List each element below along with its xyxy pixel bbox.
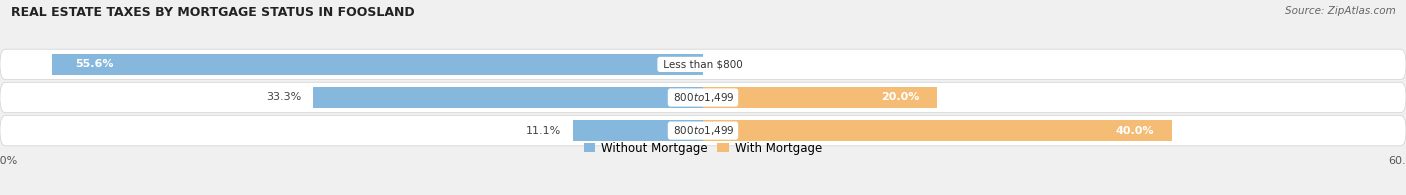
Text: REAL ESTATE TAXES BY MORTGAGE STATUS IN FOOSLAND: REAL ESTATE TAXES BY MORTGAGE STATUS IN …	[11, 6, 415, 19]
Bar	[314, 87, 703, 108]
Bar	[703, 87, 938, 108]
Text: 0.0%: 0.0%	[714, 59, 742, 69]
Text: $800 to $1,499: $800 to $1,499	[671, 124, 735, 137]
Text: 33.3%: 33.3%	[266, 92, 301, 103]
FancyBboxPatch shape	[0, 49, 1406, 80]
Text: 20.0%: 20.0%	[882, 92, 920, 103]
Legend: Without Mortgage, With Mortgage: Without Mortgage, With Mortgage	[579, 137, 827, 159]
Bar	[703, 120, 1171, 141]
Text: 40.0%: 40.0%	[1115, 126, 1154, 136]
Text: $800 to $1,499: $800 to $1,499	[671, 91, 735, 104]
FancyBboxPatch shape	[0, 82, 1406, 113]
Text: Less than $800: Less than $800	[659, 59, 747, 69]
Bar	[52, 54, 703, 75]
Text: Source: ZipAtlas.com: Source: ZipAtlas.com	[1285, 6, 1396, 16]
Text: 55.6%: 55.6%	[75, 59, 114, 69]
FancyBboxPatch shape	[0, 115, 1406, 146]
Bar	[574, 120, 703, 141]
Text: 11.1%: 11.1%	[526, 126, 561, 136]
